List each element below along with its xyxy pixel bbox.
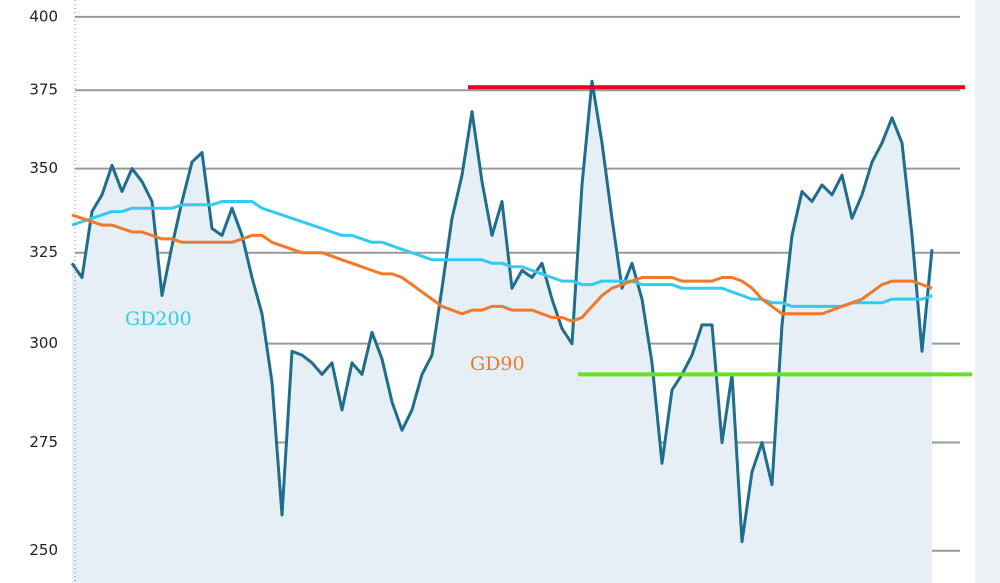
y-tick-label: 325 xyxy=(29,243,58,261)
side-panel xyxy=(975,0,1000,583)
series-line xyxy=(70,79,934,544)
series-line xyxy=(71,200,933,308)
price-area xyxy=(72,81,932,583)
series-line xyxy=(71,213,933,323)
annotation: GD200 xyxy=(125,308,192,330)
y-tick-label: 350 xyxy=(29,159,58,177)
y-tick-label: 400 xyxy=(29,7,58,25)
y-tick-label: 275 xyxy=(29,433,58,451)
y-tick-label: 300 xyxy=(29,334,58,352)
marks xyxy=(70,79,972,583)
annotation: GD90 xyxy=(470,353,525,375)
y-tick-label: 375 xyxy=(29,81,58,99)
y-tick-label: 250 xyxy=(29,541,58,559)
